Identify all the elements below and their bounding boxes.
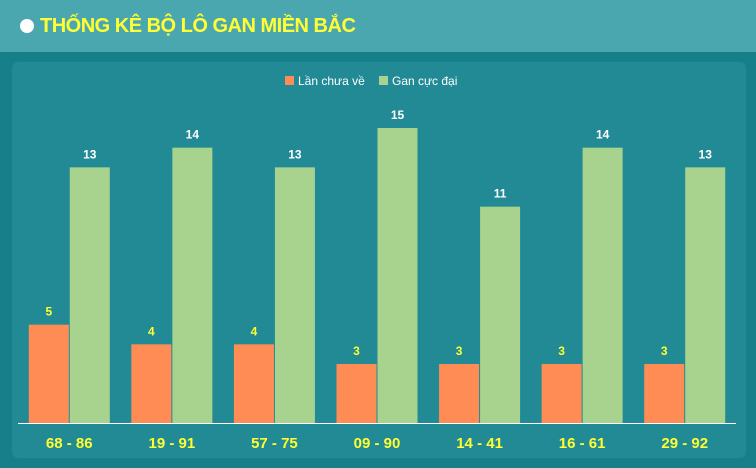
value-label-gan-cuc-dai: 14 [596,128,610,142]
chart-bars [28,128,726,423]
bar-lan-chua-ve [131,344,172,423]
bar-gan-cuc-dai [69,167,110,423]
value-label-lan-chua-ve: 4 [148,324,155,338]
page-header: THỐNG KÊ BỘ LÔ GAN MIỀN BẮC [0,0,756,52]
value-label-lan-chua-ve: 3 [456,344,463,358]
bullet-dot-icon [20,19,34,33]
bar-gan-cuc-dai [172,147,213,423]
value-label-gan-cuc-dai: 13 [699,147,713,161]
category-label: 16 - 61 [559,435,606,452]
bar-lan-chua-ve [336,364,377,423]
category-label: 19 - 91 [149,435,196,452]
legend-swatch-gan-cuc-dai [379,76,388,85]
value-label-gan-cuc-dai: 13 [288,147,302,161]
value-label-lan-chua-ve: 4 [251,324,258,338]
legend-label-lan-chua-ve: Lần chưa về [298,74,365,88]
category-label: 09 - 90 [354,435,401,452]
value-label-lan-chua-ve: 3 [661,344,668,358]
bar-gan-cuc-dai [685,167,726,423]
bar-lan-chua-ve [644,364,685,423]
bar-lan-chua-ve [233,344,274,423]
page-title: THỐNG KÊ BỘ LÔ GAN MIỀN BẮC [40,15,356,37]
value-label-lan-chua-ve: 3 [353,344,360,358]
legend-swatch-lan-chua-ve [285,76,294,85]
value-label-gan-cuc-dai: 13 [83,147,97,161]
bar-gan-cuc-dai [274,167,315,423]
category-label: 68 - 86 [46,435,93,452]
legend-label-gan-cuc-dai: Gan cực đại [392,74,457,88]
value-label-gan-cuc-dai: 15 [391,108,405,122]
chart-legend: Lần chưa về Gan cực đại [285,74,457,88]
bar-gan-cuc-dai [377,128,418,423]
value-label-lan-chua-ve: 3 [558,344,565,358]
bar-lan-chua-ve [439,364,480,423]
x-axis-categories: 68 - 86 19 - 91 57 - 75 09 - 90 14 - 41 16 - … [46,435,708,452]
value-label-gan-cuc-dai: 14 [186,128,200,142]
value-label-lan-chua-ve: 5 [45,305,52,319]
bar-gan-cuc-dai [582,147,623,423]
value-label-gan-cuc-dai: 11 [494,187,507,201]
chart-value-labels: 5 13 4 14 4 13 3 15 3 11 3 14 3 13 [45,108,712,358]
category-label: 57 - 75 [251,435,298,452]
category-label: 29 - 92 [661,435,708,452]
bar-gan-cuc-dai [480,206,521,423]
bar-lan-chua-ve [541,364,582,423]
category-label: 14 - 41 [456,435,503,452]
bar-lan-chua-ve [28,324,69,423]
